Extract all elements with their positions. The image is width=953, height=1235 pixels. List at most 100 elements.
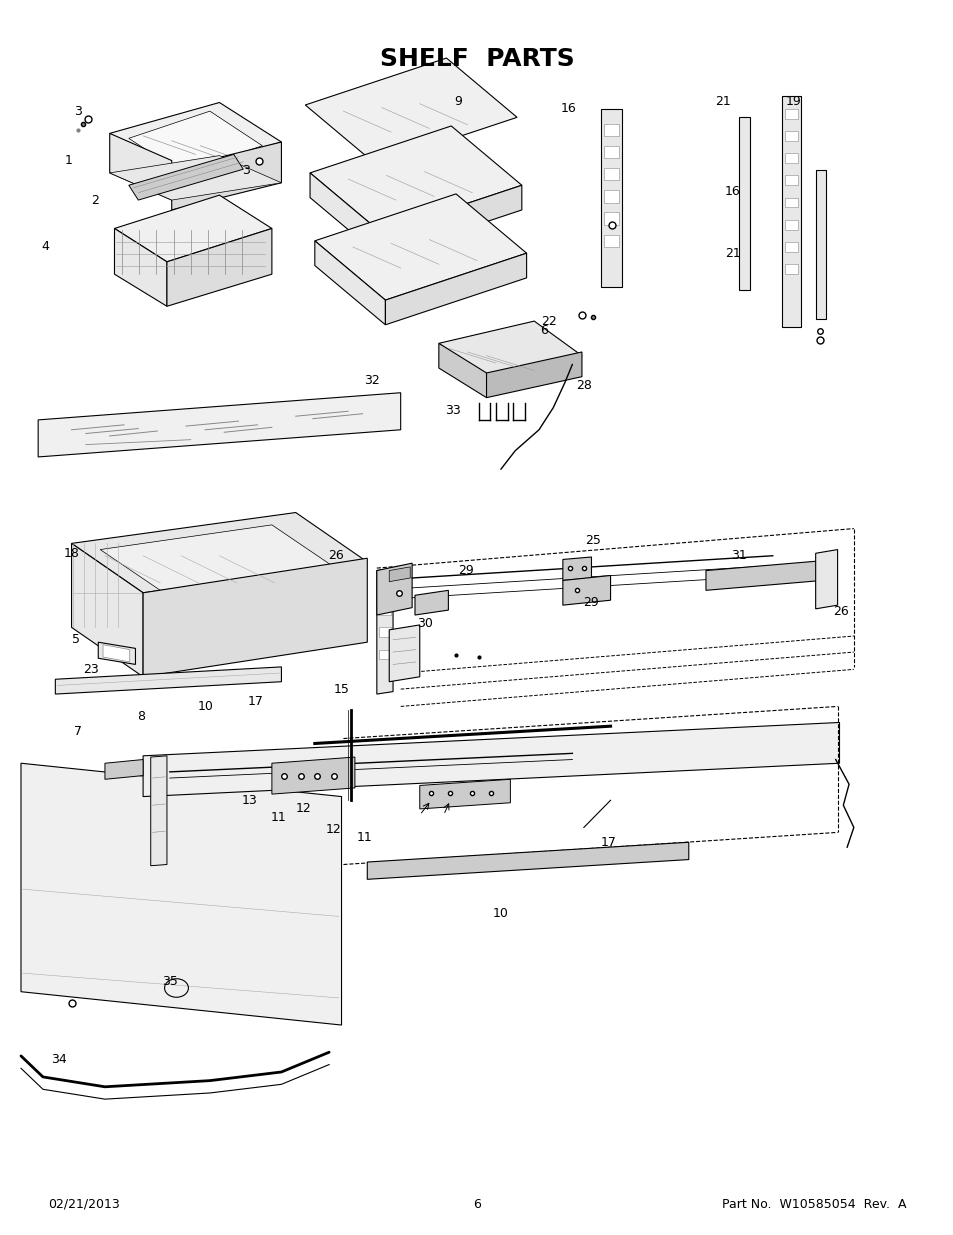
Text: 33: 33 bbox=[445, 404, 460, 416]
Polygon shape bbox=[419, 779, 510, 809]
Polygon shape bbox=[305, 58, 517, 164]
Text: 1: 1 bbox=[65, 154, 72, 167]
Text: 34: 34 bbox=[51, 1053, 67, 1066]
Polygon shape bbox=[784, 198, 798, 207]
Polygon shape bbox=[98, 642, 135, 664]
Polygon shape bbox=[143, 722, 839, 797]
Text: 31: 31 bbox=[731, 550, 746, 562]
Polygon shape bbox=[378, 650, 391, 659]
Polygon shape bbox=[486, 352, 581, 398]
Polygon shape bbox=[314, 241, 385, 325]
Polygon shape bbox=[314, 194, 526, 300]
Text: 7: 7 bbox=[74, 725, 82, 737]
Polygon shape bbox=[129, 111, 262, 173]
Text: 12: 12 bbox=[295, 803, 311, 815]
Text: 32: 32 bbox=[364, 374, 379, 387]
Text: 6: 6 bbox=[473, 1198, 480, 1210]
Text: SHELF  PARTS: SHELF PARTS bbox=[379, 47, 574, 72]
Text: 2: 2 bbox=[91, 194, 99, 206]
Polygon shape bbox=[114, 228, 167, 306]
Polygon shape bbox=[705, 561, 821, 590]
Text: 4: 4 bbox=[42, 241, 50, 253]
Polygon shape bbox=[603, 168, 618, 180]
Polygon shape bbox=[378, 583, 391, 593]
Text: 22: 22 bbox=[540, 315, 556, 327]
Text: 15: 15 bbox=[334, 683, 349, 695]
Polygon shape bbox=[562, 576, 610, 605]
Polygon shape bbox=[784, 242, 798, 252]
Text: 17: 17 bbox=[600, 836, 616, 848]
Polygon shape bbox=[376, 568, 393, 694]
Polygon shape bbox=[110, 133, 172, 200]
Text: 16: 16 bbox=[724, 185, 740, 198]
Polygon shape bbox=[603, 212, 618, 225]
Polygon shape bbox=[784, 153, 798, 163]
Polygon shape bbox=[562, 557, 591, 580]
Text: 19: 19 bbox=[785, 95, 801, 107]
Polygon shape bbox=[100, 525, 332, 590]
Polygon shape bbox=[378, 605, 391, 615]
Text: 26: 26 bbox=[833, 605, 848, 618]
Polygon shape bbox=[603, 146, 618, 158]
Polygon shape bbox=[110, 156, 281, 200]
Text: 21: 21 bbox=[715, 95, 730, 107]
Polygon shape bbox=[103, 645, 130, 662]
Text: 12: 12 bbox=[326, 824, 341, 836]
Polygon shape bbox=[389, 625, 419, 682]
Polygon shape bbox=[151, 756, 167, 866]
Polygon shape bbox=[815, 170, 825, 319]
Polygon shape bbox=[784, 220, 798, 230]
Polygon shape bbox=[378, 627, 391, 637]
Polygon shape bbox=[110, 103, 281, 173]
Text: 23: 23 bbox=[83, 663, 98, 676]
Polygon shape bbox=[739, 117, 749, 290]
Text: 10: 10 bbox=[493, 908, 508, 920]
Polygon shape bbox=[415, 590, 448, 615]
Polygon shape bbox=[815, 550, 837, 609]
Polygon shape bbox=[71, 543, 143, 677]
Text: 6: 6 bbox=[539, 325, 547, 337]
Polygon shape bbox=[367, 842, 688, 879]
Text: 26: 26 bbox=[328, 550, 343, 562]
Text: 30: 30 bbox=[416, 618, 432, 630]
Polygon shape bbox=[784, 131, 798, 141]
Polygon shape bbox=[603, 190, 618, 203]
Polygon shape bbox=[376, 563, 412, 615]
Text: 02/21/2013: 02/21/2013 bbox=[48, 1198, 119, 1210]
Text: 9: 9 bbox=[454, 95, 461, 107]
Text: 3: 3 bbox=[74, 105, 82, 117]
Polygon shape bbox=[105, 760, 143, 779]
Text: 29: 29 bbox=[457, 564, 473, 577]
Text: 11: 11 bbox=[271, 811, 286, 824]
Text: 13: 13 bbox=[242, 794, 257, 806]
Polygon shape bbox=[21, 763, 341, 1025]
Text: Part No.  W10585054  Rev.  A: Part No. W10585054 Rev. A bbox=[721, 1198, 905, 1210]
Text: 35: 35 bbox=[162, 976, 177, 988]
Text: 10: 10 bbox=[197, 700, 213, 713]
Text: 28: 28 bbox=[576, 379, 591, 391]
Text: 8: 8 bbox=[137, 710, 145, 722]
Polygon shape bbox=[71, 513, 367, 593]
Text: 29: 29 bbox=[583, 597, 598, 609]
Polygon shape bbox=[55, 667, 281, 694]
Text: 3: 3 bbox=[242, 164, 250, 177]
Polygon shape bbox=[310, 126, 521, 232]
Polygon shape bbox=[167, 228, 272, 306]
Text: 17: 17 bbox=[248, 695, 263, 708]
Polygon shape bbox=[603, 124, 618, 136]
Polygon shape bbox=[603, 235, 618, 247]
Text: 18: 18 bbox=[64, 547, 79, 559]
Text: 11: 11 bbox=[356, 831, 372, 844]
Polygon shape bbox=[438, 343, 486, 398]
Text: 5: 5 bbox=[72, 634, 80, 646]
Polygon shape bbox=[385, 253, 526, 325]
Text: 21: 21 bbox=[724, 247, 740, 259]
Polygon shape bbox=[600, 109, 621, 287]
Polygon shape bbox=[781, 96, 801, 327]
Polygon shape bbox=[784, 109, 798, 119]
Text: 25: 25 bbox=[585, 535, 600, 547]
Text: 16: 16 bbox=[560, 103, 576, 115]
Polygon shape bbox=[38, 393, 400, 457]
Polygon shape bbox=[129, 154, 243, 200]
Polygon shape bbox=[114, 195, 272, 262]
